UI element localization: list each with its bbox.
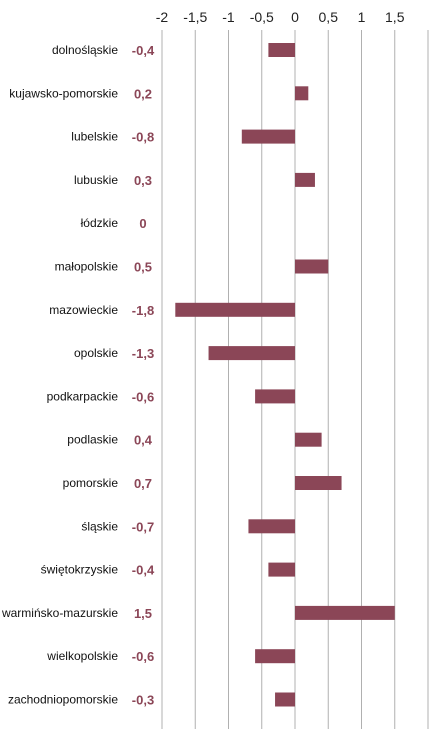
category-label: podlaskie: [67, 433, 118, 447]
bar: [295, 605, 395, 620]
bar: [255, 649, 295, 664]
value-label: 0,7: [134, 476, 152, 491]
x-tick-label: -0,5: [250, 9, 274, 25]
value-label: 1,5: [134, 606, 152, 621]
category-label: dolnośląskie: [52, 43, 118, 57]
value-label: -0,8: [132, 130, 154, 145]
value-label: -0,6: [132, 389, 154, 404]
category-label: warmińsko-mazurskie: [1, 606, 118, 620]
value-label: -1,8: [132, 303, 154, 318]
x-tick-label: -1: [222, 9, 235, 25]
category-label: lubelskie: [71, 130, 118, 144]
bar: [248, 519, 295, 534]
value-label: -1,3: [132, 346, 154, 361]
value-label: 0,3: [134, 173, 152, 188]
category-label: śląskie: [81, 519, 118, 533]
category-label: małopolskie: [55, 260, 119, 274]
bar: [295, 86, 309, 101]
value-label: -0,4: [132, 563, 155, 578]
bars: [175, 43, 395, 707]
value-label: -0,6: [132, 649, 154, 664]
bar: [295, 172, 315, 187]
category-label: pomorskie: [63, 476, 119, 490]
bar: [295, 476, 342, 490]
bar: [295, 259, 329, 274]
category-label: wielkopolskie: [46, 649, 118, 663]
bar: [275, 692, 295, 707]
bar: [268, 43, 295, 57]
value-label: -0,3: [132, 693, 154, 708]
grid-lines: [161, 30, 429, 729]
value-label: 0,2: [134, 86, 152, 101]
value-label: -0,7: [132, 519, 154, 534]
x-tick-label: -2: [156, 9, 169, 25]
bar: [208, 346, 295, 361]
category-label: świętokrzyskie: [41, 563, 119, 577]
x-axis-tick-labels: -2 -1,5 -1 -0,5 0 0,5 1 1,5: [156, 9, 405, 25]
category-labels: dolnośląskie kujawsko-pomorskie lubelskie l…: [1, 43, 118, 707]
bar: [255, 389, 295, 404]
category-label: łódzkie: [81, 216, 119, 230]
x-tick-label: 1,5: [385, 9, 405, 25]
bar: [268, 562, 295, 577]
category-label: kujawsko-pomorskie: [9, 86, 118, 100]
category-label: lubuskie: [74, 173, 118, 187]
category-label: mazowieckie: [49, 303, 118, 317]
x-tick-label: -1,5: [183, 9, 207, 25]
value-label: 0,4: [134, 433, 153, 448]
value-label: 0,5: [134, 260, 152, 275]
x-tick-label: 0,5: [319, 9, 339, 25]
bar: [175, 302, 295, 317]
bar: [295, 432, 322, 447]
category-label: podkarpackie: [47, 389, 119, 403]
bar: [241, 129, 295, 144]
value-labels: -0,4 0,2 -0,8 0,3 0 0,5 -1,8 -1,3 -0,6 0,4 0,7 -0,7…: [132, 43, 155, 708]
category-label: opolskie: [74, 346, 118, 360]
x-tick-label: 1: [358, 9, 366, 25]
category-label: zachodniopomorskie: [8, 693, 118, 707]
x-tick-label: 0: [291, 9, 299, 25]
value-label: -0,4: [132, 43, 155, 58]
value-label: 0: [139, 216, 146, 231]
